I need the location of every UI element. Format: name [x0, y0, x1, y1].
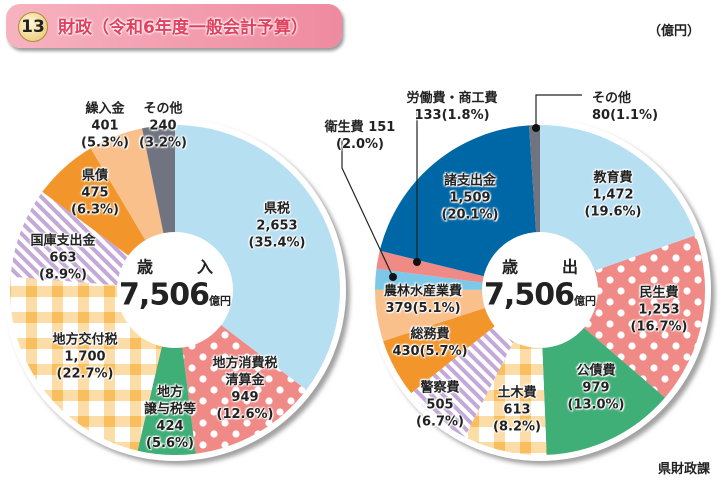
- slice-value: 1,253: [638, 302, 680, 318]
- slice-category: 繰入金: [85, 101, 125, 117]
- revenue-total: 7,506: [119, 277, 210, 313]
- leader-lines: [341, 94, 582, 281]
- slice-value: 80(1.1%): [592, 108, 659, 123]
- revenue-slice-2: [137, 290, 196, 455]
- revenue-label-5: 県債 475 (6.3%): [71, 168, 119, 219]
- slice-percent: (20.1%): [441, 207, 499, 223]
- slice-value: 424: [156, 419, 184, 434]
- slice-value: 475: [81, 185, 109, 201]
- section-banner: 13 財政（令和6年度一般会計予算）: [6, 4, 342, 48]
- unit-label: （億円）: [648, 24, 701, 39]
- slice-percent: (13.0%): [567, 397, 625, 413]
- revenue-label-7: その他 240 (3.2%): [139, 101, 187, 152]
- slice-percent: (12.6%): [216, 407, 274, 422]
- expenditure-label-2: 公債費 979 (13.0%): [568, 363, 625, 414]
- slice-value: 505: [426, 397, 454, 413]
- expenditure-label-5: 総務費 430(5.7%): [392, 326, 467, 360]
- slice-value: 240: [149, 118, 177, 134]
- slice-value: 1,472: [592, 187, 634, 203]
- revenue-label-6: 繰入金 401 (5.3%): [81, 101, 129, 152]
- slice-category: 諸支出金: [443, 173, 497, 189]
- expenditure-total-unit: 億円: [573, 294, 596, 308]
- revenue-total-unit: 億円: [208, 294, 231, 308]
- slice-category: その他: [592, 91, 632, 106]
- slice-category: 国庫支出金: [30, 233, 96, 249]
- slice-category: 農林水産業費: [383, 284, 463, 299]
- slice-percent: (16.7%): [630, 319, 688, 335]
- slice-percent: (8.2%): [493, 419, 541, 435]
- slice-percent: (22.7%): [56, 366, 114, 382]
- slice-percent: (6.3%): [71, 202, 119, 218]
- slice-value: 401: [91, 118, 119, 134]
- section-number-badge: 13: [18, 12, 48, 42]
- revenue-label-2: 地方 譲与税等 424 (5.6%): [144, 384, 196, 452]
- slice-category: 総務費: [410, 327, 450, 342]
- slice-percent: (8.9%): [39, 267, 87, 283]
- expenditure-center-hole: [482, 232, 598, 348]
- slice-percent: (5.6%): [146, 436, 194, 451]
- slice-percent: (6.7%): [416, 414, 464, 430]
- slice-percent: (35.4%): [248, 235, 306, 251]
- expenditure-center-label: 歳 出 7,506億円: [484, 254, 596, 313]
- revenue-label-1: 地方消費税 清算金 949 (12.6%): [212, 355, 277, 423]
- slice-category: 地方交付税: [52, 332, 118, 348]
- slice-percent: (19.6%): [584, 204, 642, 220]
- expenditure-title: 歳 出: [501, 257, 592, 277]
- expenditure-label-8: 労働費・商工費 133(1.8%): [406, 90, 497, 124]
- revenue-label-0: 県税 2,653 (35.4%): [249, 201, 306, 252]
- revenue-label-4: 国庫支出金 663 (8.9%): [30, 233, 95, 284]
- revenue-center-hole: [117, 232, 233, 348]
- slice-category: 衛生費 151: [324, 120, 396, 135]
- slice-category: 県債: [81, 168, 108, 184]
- slice-value: 133(1.8%): [414, 108, 490, 123]
- leader-dot-other: [532, 124, 540, 132]
- slice-value: 1,700: [64, 349, 106, 365]
- slice-value: 2,653: [256, 218, 298, 234]
- slice-value: 663: [49, 250, 77, 266]
- expenditure-label-6: 農林水産業費 379(5.1%): [384, 283, 462, 317]
- source-label: 県財政課: [658, 462, 711, 477]
- slice-value: 979: [582, 380, 610, 396]
- revenue-label-3: 地方交付税 1,700 (22.7%): [52, 332, 117, 383]
- slice-category: 土木費: [497, 385, 537, 401]
- expenditure-label-9: 諸支出金 1,509 (20.1%): [442, 173, 499, 224]
- slice-percent: (3.2%): [139, 135, 187, 151]
- leader-line-other: [535, 94, 582, 128]
- slice-value: (2.0%): [336, 137, 384, 152]
- expenditure-label-1: 民生費 1,253 (16.7%): [631, 285, 688, 336]
- slice-category: 県税: [263, 201, 291, 217]
- slice-category: 地方 譲与税等: [143, 385, 197, 417]
- slice-category: 労働費・商工費: [406, 91, 498, 106]
- expenditure-label-0: 教育費 1,472 (19.6%): [585, 170, 642, 221]
- slice-value: 430(5.7%): [392, 344, 468, 359]
- revenue-title: 歳 入: [136, 257, 227, 277]
- expenditure-label-4: 警察費 505 (6.7%): [416, 380, 464, 431]
- expenditure-total: 7,506: [484, 277, 575, 313]
- revenue-slice-0: [175, 125, 340, 390]
- revenue-center-label: 歳 入 7,506億円: [119, 254, 231, 313]
- leader-line-health: [341, 140, 394, 278]
- slice-category: 教育費: [593, 170, 633, 186]
- slice-category: その他: [143, 101, 183, 117]
- slice-value: 1,509: [449, 190, 491, 206]
- slice-category: 警察費: [420, 380, 460, 396]
- slice-value: 949: [231, 390, 259, 405]
- slice-category: 民生費: [639, 285, 679, 301]
- slice-category: 公債費: [576, 363, 616, 379]
- slice-percent: (5.3%): [81, 135, 129, 151]
- leader-dot-health: [389, 273, 397, 281]
- page-title: 財政（令和6年度一般会計予算）: [58, 18, 308, 38]
- slice-value: 613: [503, 402, 531, 418]
- slice-value: 379(5.1%): [385, 301, 461, 316]
- expenditure-label-10: その他 80(1.1%): [592, 90, 658, 124]
- expenditure-label-3: 土木費 613 (8.2%): [493, 385, 541, 436]
- expenditure-label-7: 衛生費 151 (2.0%): [325, 119, 396, 153]
- slice-category: 地方消費税 清算金: [212, 356, 278, 388]
- leader-dot-labor: [413, 258, 421, 266]
